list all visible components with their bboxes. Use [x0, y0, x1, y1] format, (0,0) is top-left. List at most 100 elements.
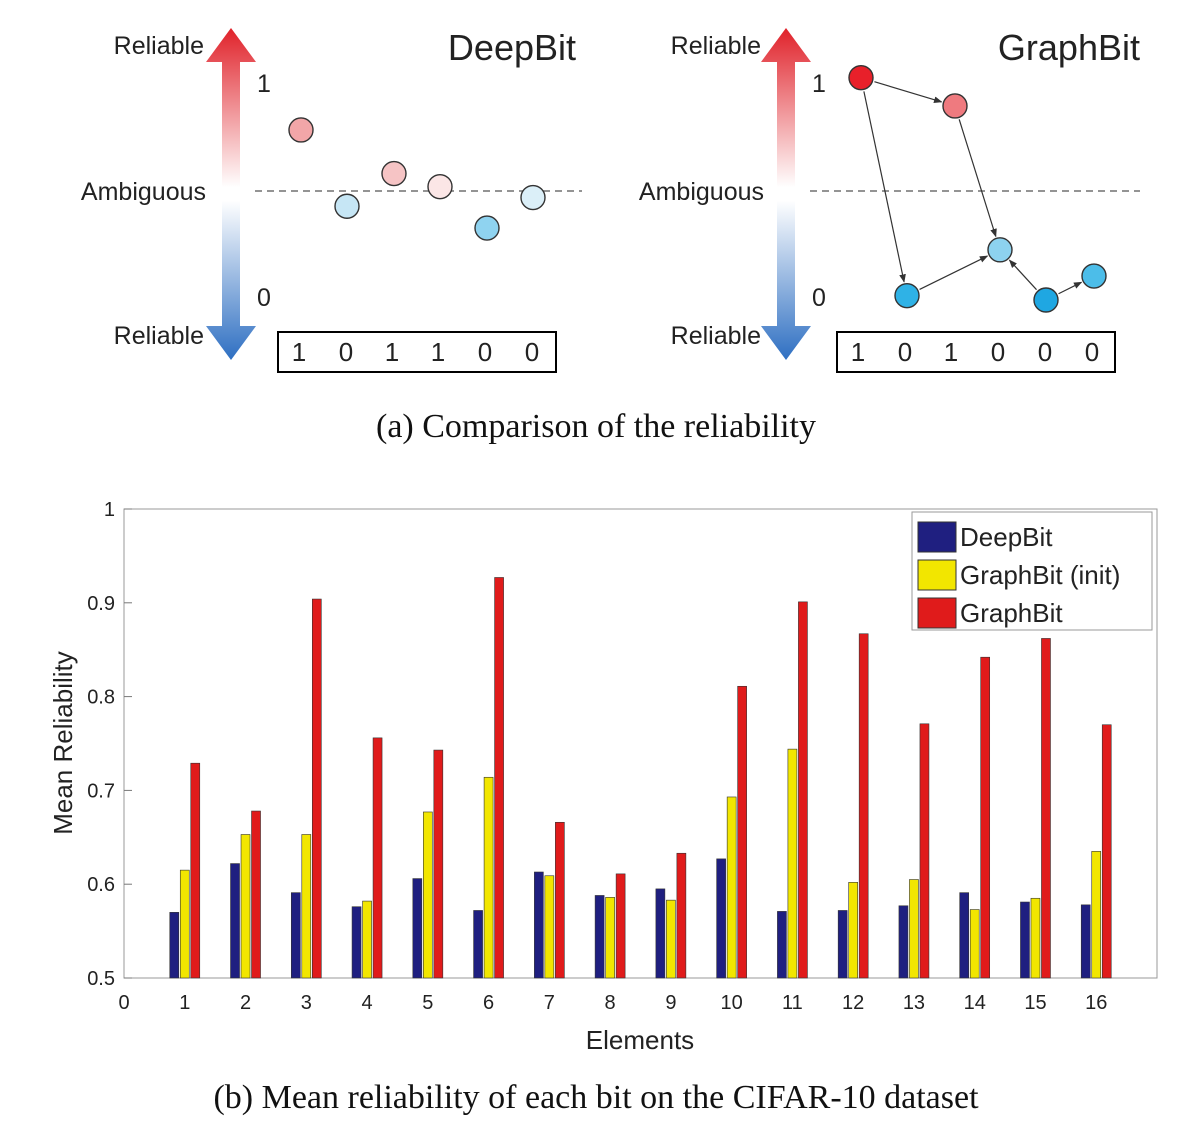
x-tick-label: 10 [721, 992, 743, 1014]
bar [555, 821, 565, 979]
code-bit: 1 [944, 337, 958, 367]
code-bit: 0 [478, 337, 492, 367]
bar [190, 762, 201, 979]
y-tick-label: 0.5 [87, 968, 115, 990]
panel-a: Reliable Ambiguous Reliable 1 0 DeepBit … [81, 27, 1140, 445]
bar [179, 869, 190, 979]
graphbit-code-box [836, 331, 1116, 373]
legend: DeepBit GraphBit (init) GraphBit [911, 511, 1153, 631]
bar [909, 879, 919, 979]
x-axis: 0 1 2 3 4 5 6 7 8 9 10 11 12 13 14 15 16 [118, 971, 1107, 1014]
deepbit-title: DeepBit [448, 27, 576, 68]
bar [798, 601, 808, 979]
x-tick-label: 13 [903, 992, 925, 1014]
code-bit: 1 [385, 337, 399, 367]
bit-node [520, 184, 546, 211]
bit-node [334, 193, 360, 219]
x-tick-label: 3 [301, 992, 312, 1014]
bar [737, 685, 747, 979]
y-tick-label: 0.9 [87, 593, 115, 615]
graphbit-nodes [848, 64, 1107, 313]
x-tick-label: 14 [964, 992, 986, 1014]
graphbit-edges [863, 81, 1083, 295]
graph-edge-arrow [874, 81, 943, 103]
code-bit: 0 [898, 337, 912, 367]
bar [919, 723, 930, 979]
y-tick-label: 1 [104, 499, 115, 521]
bit-node [474, 215, 500, 241]
reliable-bottom-label: Reliable [671, 322, 761, 350]
legend-swatch [917, 559, 957, 591]
legend-swatch [917, 597, 957, 629]
bar [494, 577, 504, 979]
code-bit: 1 [431, 337, 445, 367]
x-tick-label: 4 [361, 992, 372, 1014]
bar [1091, 851, 1102, 979]
bar [290, 892, 301, 979]
code-bit: 0 [525, 337, 539, 367]
x-tick-label: 15 [1024, 992, 1046, 1014]
x-tick-label: 0 [118, 992, 129, 1014]
bar [615, 873, 626, 979]
reliable-top-label: Reliable [114, 32, 204, 60]
bar [716, 858, 726, 979]
bar [1030, 897, 1041, 979]
bar [787, 748, 798, 979]
graph-edge-arrow [958, 119, 997, 238]
reliability-arrow-icon [761, 28, 811, 360]
bar [230, 863, 240, 979]
bar [311, 598, 322, 979]
deepbit-nodes [288, 117, 546, 241]
legend-entry: GraphBit (init) [960, 560, 1120, 590]
x-tick-label: 8 [605, 992, 616, 1014]
bar [1101, 724, 1112, 979]
bar-series [169, 577, 1112, 979]
bar [483, 776, 494, 979]
x-tick-label: 11 [782, 992, 803, 1014]
bar [544, 875, 555, 979]
scale-zero-label: 0 [257, 284, 271, 312]
scale-one-label: 1 [257, 70, 271, 98]
bar [969, 909, 980, 979]
graph-edge-arrow [919, 255, 989, 290]
graph-edge-arrow [1058, 281, 1083, 295]
bar [959, 892, 970, 979]
bit-node [987, 237, 1013, 263]
bar [362, 900, 372, 979]
x-tick-label: 5 [422, 992, 433, 1014]
panel-b-chart: 0.50.60.70.80.91 0 1 2 3 4 5 6 7 8 9 10 11 12 13 14 15 1… [48, 499, 1158, 1116]
graph-edge-arrow [1008, 259, 1037, 291]
bar [848, 882, 858, 979]
bit-node [894, 282, 920, 309]
deepbit-code-box [277, 331, 557, 373]
reliable-bottom-label: Reliable [114, 322, 204, 350]
bit-node [288, 117, 314, 143]
code-bit: 0 [1085, 337, 1099, 367]
x-tick-label: 2 [240, 992, 251, 1014]
bar [534, 871, 544, 979]
bar [655, 888, 666, 979]
code-bit: 1 [851, 337, 865, 367]
x-tick-label: 7 [544, 992, 555, 1014]
bar [726, 796, 737, 979]
x-tick-label: 12 [842, 992, 864, 1014]
y-tick-label: 0.6 [87, 874, 115, 896]
bar [666, 899, 676, 979]
code-bit: 0 [339, 337, 353, 367]
bar [1041, 638, 1051, 979]
bar [837, 910, 848, 979]
bar [240, 834, 251, 979]
scale-one-label: 1 [812, 70, 826, 98]
code-bit: 0 [1038, 337, 1052, 367]
scale-zero-label: 0 [812, 284, 826, 312]
deepbit-bits: 1 0 1 1 0 0 [292, 337, 539, 367]
graphbit-bits: 1 0 1 0 0 0 [851, 337, 1099, 367]
graph-edge-arrow [863, 91, 906, 283]
x-tick-label: 16 [1085, 992, 1107, 1014]
reliable-top-label: Reliable [671, 32, 761, 60]
ambiguous-label: Ambiguous [639, 178, 764, 206]
panel-b-caption: (b) Mean reliability of each bit on the … [213, 1079, 979, 1116]
code-bit: 0 [991, 337, 1005, 367]
bit-node [381, 160, 407, 187]
